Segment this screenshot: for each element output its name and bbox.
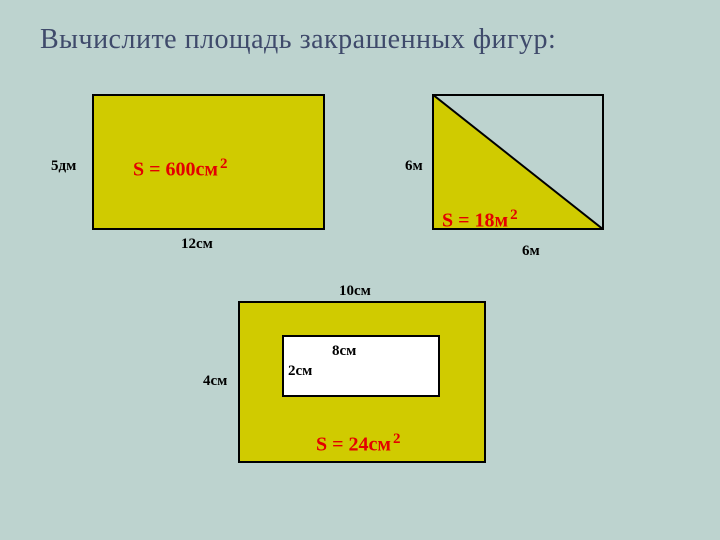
fig1-area: S = 600см2 [133, 156, 228, 182]
fig1-area-text: S = 600см [133, 159, 218, 181]
fig3-area-exp: 2 [393, 431, 401, 447]
fig3-inner-left-label: 2см [288, 363, 312, 380]
fig2-area: S = 18м2 [442, 207, 518, 233]
page-title: Вычислите площадь закрашенных фигур: [40, 24, 556, 56]
fig3-inner-top-label: 8см [332, 343, 356, 360]
fig2-bottom-label: 6м [522, 243, 540, 260]
fig2-left-label: 6м [405, 158, 423, 175]
fig3-area: S = 24см2 [316, 431, 401, 457]
fig3-left-label: 4см [203, 373, 227, 390]
fig1-area-exp: 2 [220, 156, 228, 172]
fig2-area-text: S = 18м [442, 210, 508, 232]
fig3-top-label: 10см [339, 283, 371, 300]
fig1-left-label: 5дм [51, 158, 76, 175]
fig2-area-exp: 2 [510, 207, 518, 223]
fig3-area-text: S = 24см [316, 434, 391, 456]
fig1-bottom-label: 12см [181, 236, 213, 253]
